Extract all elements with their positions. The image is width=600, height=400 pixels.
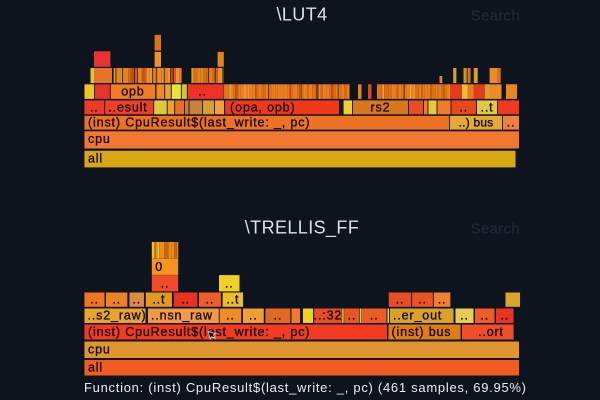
- svg-text:..: ..: [225, 276, 234, 290]
- svg-text:..:32: ..:32: [314, 309, 343, 323]
- svg-text:..s2_raw): ..s2_raw): [88, 309, 147, 323]
- svg-text:(inst) CpuResult$(last_write:: (inst) CpuResult$(last_write: _, pc): [88, 325, 310, 339]
- svg-text:..: ..: [206, 293, 215, 307]
- svg-text:cpu: cpu: [88, 342, 111, 356]
- svg-text:Search: Search: [471, 221, 520, 238]
- svg-text:..: ..: [438, 293, 447, 307]
- svg-text:..: ..: [249, 309, 258, 323]
- svg-text:..: ..: [348, 309, 357, 323]
- svg-text:..: ..: [480, 309, 489, 323]
- svg-text:..esult: ..esult: [108, 100, 147, 114]
- svg-text:rs2: rs2: [371, 100, 391, 114]
- svg-text:..: ..: [507, 116, 516, 130]
- svg-text:..: ..: [112, 293, 121, 307]
- svg-text:0: 0: [155, 260, 163, 274]
- svg-text:..t: ..t: [481, 100, 494, 114]
- svg-text:(inst) bus: (inst) bus: [392, 325, 452, 339]
- svg-text:\TRELLIS_FF: \TRELLIS_FF: [245, 218, 359, 239]
- svg-text:(opa, opb): (opa, opb): [230, 100, 295, 114]
- svg-text:..: ..: [500, 309, 509, 323]
- svg-text:..: ..: [181, 293, 190, 307]
- svg-text:..: ..: [90, 293, 99, 307]
- svg-text:..: ..: [90, 100, 99, 114]
- svg-text:..: ..: [226, 309, 235, 323]
- svg-text:\LUT4: \LUT4: [276, 5, 327, 25]
- svg-text:..: ..: [198, 85, 207, 99]
- svg-text:..: ..: [396, 293, 405, 307]
- svg-text:..t: ..t: [152, 293, 165, 307]
- svg-text:Search: Search: [471, 8, 520, 25]
- svg-text:all: all: [88, 361, 103, 375]
- svg-text:..t: ..t: [226, 293, 239, 307]
- svg-text:..: ..: [460, 309, 469, 323]
- svg-text:(inst) CpuResult$(last_write:: (inst) CpuResult$(last_write: _, pc): [88, 116, 310, 130]
- svg-text:..: ..: [132, 293, 141, 307]
- svg-text:..: ..: [418, 293, 427, 307]
- svg-text:..: ..: [161, 276, 170, 290]
- svg-text:cpu: cpu: [88, 132, 111, 146]
- svg-text:..: ..: [370, 309, 379, 323]
- svg-text:..ort: ..ort: [478, 325, 504, 339]
- svg-text:..: ..: [274, 309, 283, 323]
- svg-text:all: all: [88, 151, 103, 165]
- svg-text:opb: opb: [121, 85, 144, 99]
- svg-text:Function: (inst) CpuResult$(la: Function: (inst) CpuResult$(last_write: …: [84, 380, 527, 395]
- svg-text:..: ..: [459, 100, 468, 114]
- svg-text:..er_out: ..er_out: [393, 309, 442, 323]
- svg-text:..nsn_raw: ..nsn_raw: [151, 309, 213, 323]
- svg-text:..) bus: ..) bus: [459, 116, 494, 130]
